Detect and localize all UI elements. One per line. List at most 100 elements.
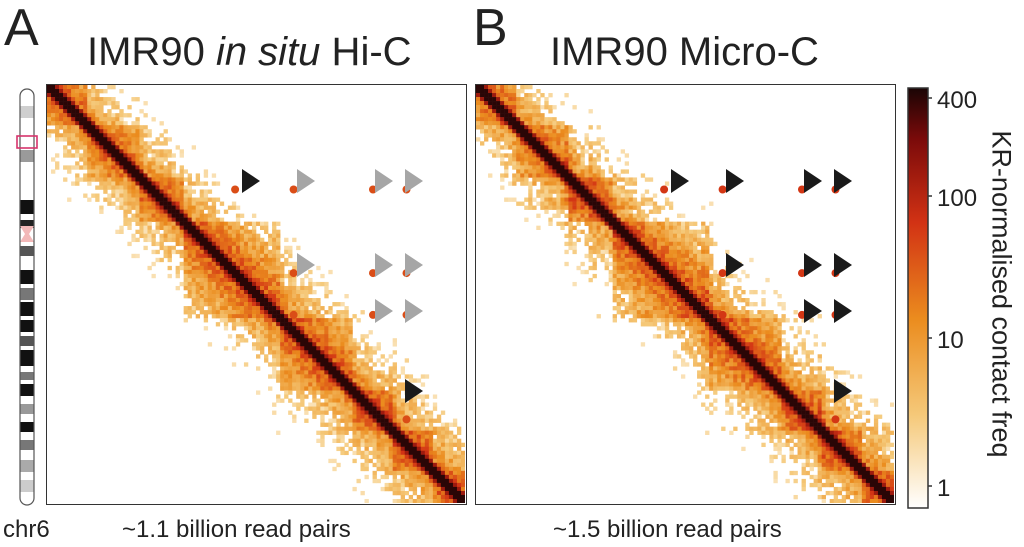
heatmap-cell [701,362,706,367]
heatmap-cell [324,310,329,315]
heatmap-cell [781,370,786,375]
heatmap-cell [107,117,112,122]
heatmap-cell [616,302,621,307]
heatmap-cell [348,362,353,367]
heatmap-cell [380,454,385,460]
heatmap-cell [251,213,257,218]
heatmap-cell [95,161,100,166]
heatmap-cell [292,326,297,331]
heatmap-cell [99,137,104,142]
heatmap-cell [59,121,64,126]
heatmap-cell [328,422,333,427]
heatmap-cell [488,173,493,178]
heatmap-cell [107,181,112,186]
heatmap-cell [408,422,414,427]
heatmap-cell [63,145,68,150]
heatmap-cell [195,245,201,251]
heatmap-cell [757,362,762,367]
heatmap-cell [560,141,565,146]
heatmap-cell [532,173,537,178]
heatmap-cell [805,354,810,359]
heatmap-cell [520,105,525,110]
heatmap-cell [648,294,654,299]
heatmap-cell [143,229,148,235]
heatmap-cell [264,253,269,259]
heatmap-cell [388,410,393,415]
heatmap-cell [761,342,766,347]
heatmap-cell [540,165,545,170]
heatmap-cell [268,342,273,347]
heatmap-cell [179,241,184,247]
heatmap-cell [292,342,297,347]
heatmap-cell [745,330,750,335]
heatmap-cell [163,181,168,186]
heatmap-cell [131,177,136,182]
heatmap-cell [115,169,120,174]
heatmap-cell [636,221,642,226]
heatmap-cell [660,269,666,275]
heatmap-cell [568,153,573,158]
heatmap-cell [705,298,710,303]
heatmap-cell [448,454,454,460]
heatmap-cell [276,289,281,295]
heatmap-cell [400,426,406,431]
heatmap-cell [223,237,229,243]
heatmap-cell [841,370,847,375]
heatmap-cell [592,157,597,162]
heatmap-cell [652,273,658,279]
heatmap-cell [628,181,634,186]
heatmap-cell [693,269,698,275]
heatmap-cell [187,249,192,255]
heatmap-cell [260,289,265,295]
heatmap-cell [191,265,197,271]
heatmap-cell [348,418,353,423]
heatmap-cell [328,418,333,423]
heatmap-cell [284,257,289,263]
heatmap-cell [773,362,778,367]
heatmap-cell [520,97,525,102]
heatmap-cell [159,173,164,178]
heatmap-cell [512,197,517,202]
heatmap-cell [616,277,621,283]
heatmap-cell [288,326,293,331]
heatmap-cell [544,173,549,178]
heatmap-cell [801,362,806,367]
heatmap-cell [741,330,746,335]
heatmap-cell [284,386,289,391]
heatmap-cell [496,85,501,90]
heatmap-cell [813,342,818,347]
heatmap-cell [199,241,205,247]
heatmap-cell [276,398,281,403]
heatmap-cell [243,289,249,295]
heatmap-cell [276,378,281,383]
heatmap-cell [432,470,438,476]
heatmap-cell [536,109,541,114]
heatmap-cell [572,233,577,239]
heatmap-cell [203,310,209,315]
heatmap-cell [697,298,702,303]
heatmap-cell [231,245,237,251]
heatmap-cell [352,458,357,464]
heatmap-cell [552,213,557,218]
heatmap-cell [127,149,132,154]
heatmap-cell [332,458,337,464]
heatmap-cell [648,310,654,315]
heatmap-cell [131,233,136,239]
heatmap-cell [123,121,128,126]
heatmap-cell [223,326,229,331]
heatmap-cell [524,129,529,134]
heatmap-cell [99,129,104,134]
heatmap-cell [448,438,454,444]
heatmap-cell [83,93,88,98]
heatmap-cell [79,153,84,158]
heatmap-cell [576,157,581,162]
heatmap-cell [227,233,233,239]
heatmap-cell [416,458,422,464]
heatmap-cell [143,217,148,222]
heatmap-cell [260,265,265,271]
heatmap-cell [773,370,778,375]
heatmap-cell [195,314,201,319]
heatmap-cell [644,229,650,235]
heatmap-cell [388,406,393,411]
heatmap-cell [488,85,493,90]
